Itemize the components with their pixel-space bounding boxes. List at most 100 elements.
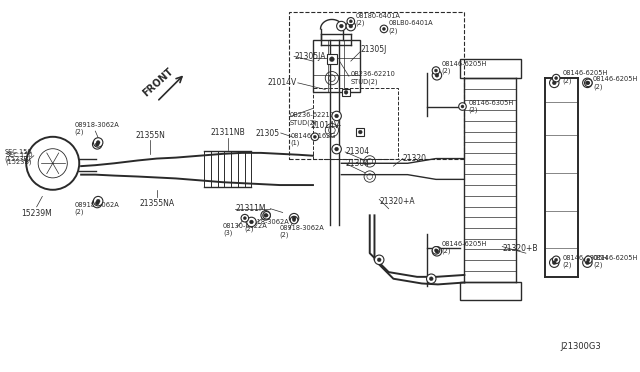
- Circle shape: [344, 90, 348, 94]
- Circle shape: [435, 73, 439, 77]
- Circle shape: [339, 24, 343, 28]
- Circle shape: [250, 220, 253, 224]
- Text: J21300G3: J21300G3: [560, 341, 600, 351]
- Text: 08146-6305H
(2): 08146-6305H (2): [468, 100, 513, 113]
- Circle shape: [435, 69, 438, 72]
- Circle shape: [243, 217, 246, 220]
- Circle shape: [552, 81, 556, 85]
- Circle shape: [241, 214, 248, 222]
- Circle shape: [95, 201, 99, 205]
- Text: FRONT: FRONT: [141, 67, 175, 99]
- Circle shape: [349, 20, 353, 23]
- Bar: [327, 54, 337, 64]
- Text: SEC.150
(1523B): SEC.150 (1523B): [5, 152, 33, 165]
- Bar: [342, 89, 350, 96]
- Circle shape: [264, 214, 268, 217]
- Circle shape: [346, 21, 356, 31]
- Circle shape: [555, 77, 557, 80]
- Circle shape: [96, 199, 100, 203]
- Circle shape: [432, 247, 442, 256]
- Circle shape: [337, 21, 346, 31]
- Bar: [460, 59, 521, 78]
- Text: 08146-6205H
(2): 08146-6205H (2): [442, 241, 487, 254]
- Circle shape: [383, 28, 385, 31]
- Circle shape: [265, 214, 268, 217]
- Bar: [460, 282, 521, 301]
- Circle shape: [314, 135, 316, 138]
- Text: 08146-6305H
(2): 08146-6305H (2): [563, 255, 608, 269]
- Bar: [313, 87, 398, 158]
- Bar: [313, 40, 360, 92]
- Circle shape: [311, 133, 319, 141]
- Text: 08918-3062A
(2): 08918-3062A (2): [74, 122, 119, 135]
- Circle shape: [461, 105, 464, 108]
- Text: 21355N: 21355N: [135, 131, 165, 140]
- Circle shape: [378, 258, 381, 262]
- Circle shape: [586, 81, 589, 85]
- Circle shape: [432, 71, 442, 80]
- Text: 21014V: 21014V: [310, 121, 339, 130]
- Circle shape: [550, 258, 559, 267]
- Circle shape: [584, 256, 592, 264]
- Circle shape: [292, 219, 296, 222]
- Circle shape: [550, 78, 559, 87]
- Text: 21305JA: 21305JA: [294, 52, 326, 61]
- Circle shape: [459, 103, 467, 110]
- Circle shape: [332, 111, 341, 121]
- Text: 08918-3062A
(2): 08918-3062A (2): [245, 219, 289, 232]
- Circle shape: [332, 144, 341, 154]
- Text: 08146-6162G
(1): 08146-6162G (1): [291, 133, 336, 147]
- Text: 08130-6122A
(3): 08130-6122A (3): [223, 223, 268, 236]
- Text: 08146-6205H
(2): 08146-6205H (2): [442, 61, 487, 74]
- Circle shape: [380, 25, 388, 33]
- Circle shape: [586, 261, 589, 264]
- Text: 21320+B: 21320+B: [502, 244, 538, 253]
- Circle shape: [292, 216, 296, 220]
- Bar: [289, 12, 465, 158]
- Circle shape: [435, 249, 439, 253]
- Circle shape: [432, 67, 440, 74]
- Text: 08146-6205H
(2): 08146-6205H (2): [563, 70, 608, 84]
- Text: 0B236-62210
STUD(2): 0B236-62210 STUD(2): [289, 112, 334, 126]
- Bar: [356, 128, 364, 136]
- Circle shape: [582, 78, 592, 87]
- Circle shape: [335, 114, 339, 118]
- Circle shape: [247, 217, 256, 227]
- Circle shape: [435, 249, 438, 252]
- Circle shape: [432, 247, 440, 254]
- Circle shape: [289, 214, 299, 223]
- Circle shape: [349, 24, 353, 28]
- Text: 08146-6205H
(2): 08146-6205H (2): [593, 255, 639, 269]
- Circle shape: [429, 277, 433, 280]
- Circle shape: [582, 258, 592, 267]
- Circle shape: [358, 130, 362, 134]
- Circle shape: [96, 141, 100, 144]
- Text: 08146-6205H
(2): 08146-6205H (2): [593, 76, 639, 90]
- Circle shape: [587, 258, 590, 261]
- Text: 21305: 21305: [256, 128, 280, 138]
- Text: 0B236-62210
STUD(2): 0B236-62210 STUD(2): [351, 71, 396, 85]
- Circle shape: [93, 140, 102, 149]
- Text: 21320: 21320: [403, 154, 427, 163]
- Text: 21305J: 21305J: [360, 45, 387, 54]
- Circle shape: [95, 142, 99, 146]
- Circle shape: [93, 196, 103, 206]
- Circle shape: [261, 211, 270, 220]
- Circle shape: [374, 255, 384, 264]
- Circle shape: [552, 261, 556, 264]
- Text: 08918-3062A
(2): 08918-3062A (2): [280, 225, 324, 238]
- Text: 21014V: 21014V: [268, 78, 297, 87]
- Circle shape: [291, 216, 298, 224]
- Circle shape: [587, 81, 590, 84]
- Text: 21355NA: 21355NA: [140, 199, 174, 208]
- Text: 08180-6401A
(2): 08180-6401A (2): [356, 13, 401, 26]
- Text: 08918-3062A
(2): 08918-3062A (2): [74, 202, 119, 215]
- Circle shape: [552, 74, 560, 82]
- Circle shape: [584, 79, 592, 87]
- Circle shape: [552, 256, 560, 264]
- Circle shape: [93, 198, 102, 208]
- Text: 21304: 21304: [345, 159, 369, 168]
- Text: 21320+A: 21320+A: [380, 197, 415, 206]
- Circle shape: [555, 258, 557, 261]
- Text: 15239M: 15239M: [21, 209, 52, 218]
